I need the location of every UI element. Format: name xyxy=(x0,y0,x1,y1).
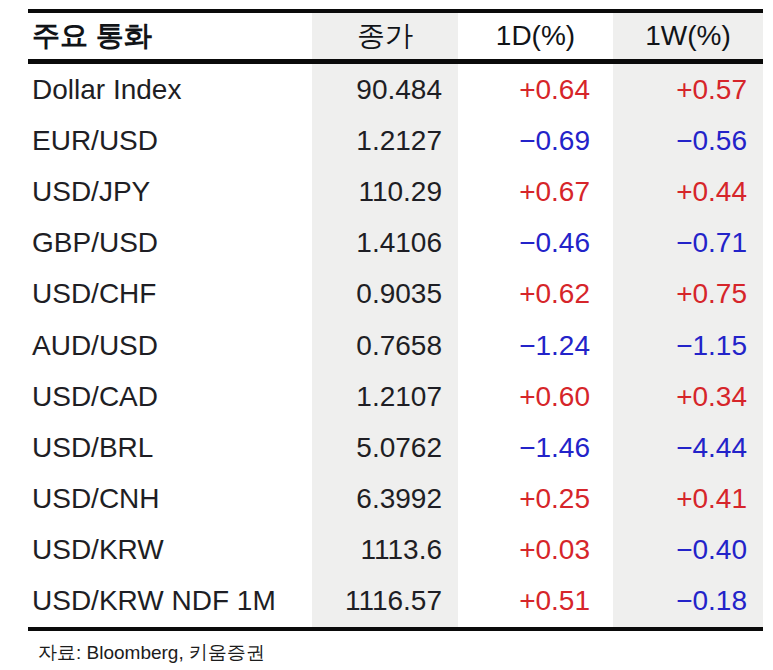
change-1w: +0.44 xyxy=(613,166,763,217)
change-1w: −4.44 xyxy=(613,422,763,473)
change-1d: +0.60 xyxy=(458,371,613,422)
table-row: USD/CNH 6.3992 +0.25 +0.41 xyxy=(28,474,763,525)
currency-name: USD/JPY xyxy=(28,166,312,217)
change-1w: +0.34 xyxy=(613,371,763,422)
currency-name: USD/KRW NDF 1M xyxy=(28,576,312,627)
change-1w: −0.18 xyxy=(613,576,763,627)
change-1w: −0.40 xyxy=(613,525,763,576)
header-1d-percent: 1D(%) xyxy=(458,13,613,59)
table-row: USD/BRL 5.0762 −1.46 −4.44 xyxy=(28,422,763,473)
source-note: 자료: Bloomberg, 키움증권 xyxy=(38,640,265,666)
table-row: Dollar Index 90.484 +0.64 +0.57 xyxy=(28,64,763,115)
change-1d: +0.67 xyxy=(458,166,613,217)
close-value: 0.7658 xyxy=(312,320,458,371)
table-row: USD/JPY 110.29 +0.67 +0.44 xyxy=(28,166,763,217)
currency-name: USD/KRW xyxy=(28,525,312,576)
currency-name: USD/BRL xyxy=(28,422,312,473)
change-1d: −1.46 xyxy=(458,422,613,473)
change-1d: +0.25 xyxy=(458,474,613,525)
close-value: 0.9035 xyxy=(312,269,458,320)
currency-name: GBP/USD xyxy=(28,218,312,269)
close-value: 90.484 xyxy=(312,64,458,115)
table-header-row: 주요 통화 종가 1D(%) 1W(%) xyxy=(28,9,763,64)
header-1w-percent: 1W(%) xyxy=(613,13,763,59)
currency-name: USD/CNH xyxy=(28,474,312,525)
change-1w: +0.41 xyxy=(613,474,763,525)
change-1d: −0.46 xyxy=(458,218,613,269)
change-1w: +0.57 xyxy=(613,64,763,115)
change-1w: −0.56 xyxy=(613,115,763,166)
table-row: EUR/USD 1.2127 −0.69 −0.56 xyxy=(28,115,763,166)
change-1d: +0.51 xyxy=(458,576,613,627)
currency-name: Dollar Index xyxy=(28,64,312,115)
close-value: 6.3992 xyxy=(312,474,458,525)
table-body: Dollar Index 90.484 +0.64 +0.57 EUR/USD … xyxy=(28,64,763,631)
close-value: 1.4106 xyxy=(312,218,458,269)
close-value: 1116.57 xyxy=(312,576,458,627)
header-major-currencies: 주요 통화 xyxy=(28,13,312,59)
close-value: 1.2107 xyxy=(312,371,458,422)
table-row: USD/CHF 0.9035 +0.62 +0.75 xyxy=(28,269,763,320)
currencies-table: 주요 통화 종가 1D(%) 1W(%) Dollar Index 90.484… xyxy=(28,9,763,631)
change-1w: −1.15 xyxy=(613,320,763,371)
change-1d: −0.69 xyxy=(458,115,613,166)
currency-name: EUR/USD xyxy=(28,115,312,166)
close-value: 110.29 xyxy=(312,166,458,217)
change-1d: +0.62 xyxy=(458,269,613,320)
close-value: 5.0762 xyxy=(312,422,458,473)
table-row: USD/CAD 1.2107 +0.60 +0.34 xyxy=(28,371,763,422)
close-value: 1.2127 xyxy=(312,115,458,166)
change-1w: −0.71 xyxy=(613,218,763,269)
table-row: GBP/USD 1.4106 −0.46 −0.71 xyxy=(28,218,763,269)
currency-name: AUD/USD xyxy=(28,320,312,371)
change-1d: +0.03 xyxy=(458,525,613,576)
table-row: AUD/USD 0.7658 −1.24 −1.15 xyxy=(28,320,763,371)
close-value: 1113.6 xyxy=(312,525,458,576)
currency-name: USD/CHF xyxy=(28,269,312,320)
table-row: USD/KRW NDF 1M 1116.57 +0.51 −0.18 xyxy=(28,576,763,627)
currency-name: USD/CAD xyxy=(28,371,312,422)
change-1d: +0.64 xyxy=(458,64,613,115)
change-1w: +0.75 xyxy=(613,269,763,320)
change-1d: −1.24 xyxy=(458,320,613,371)
header-close: 종가 xyxy=(312,13,458,59)
table-row: USD/KRW 1113.6 +0.03 −0.40 xyxy=(28,525,763,576)
